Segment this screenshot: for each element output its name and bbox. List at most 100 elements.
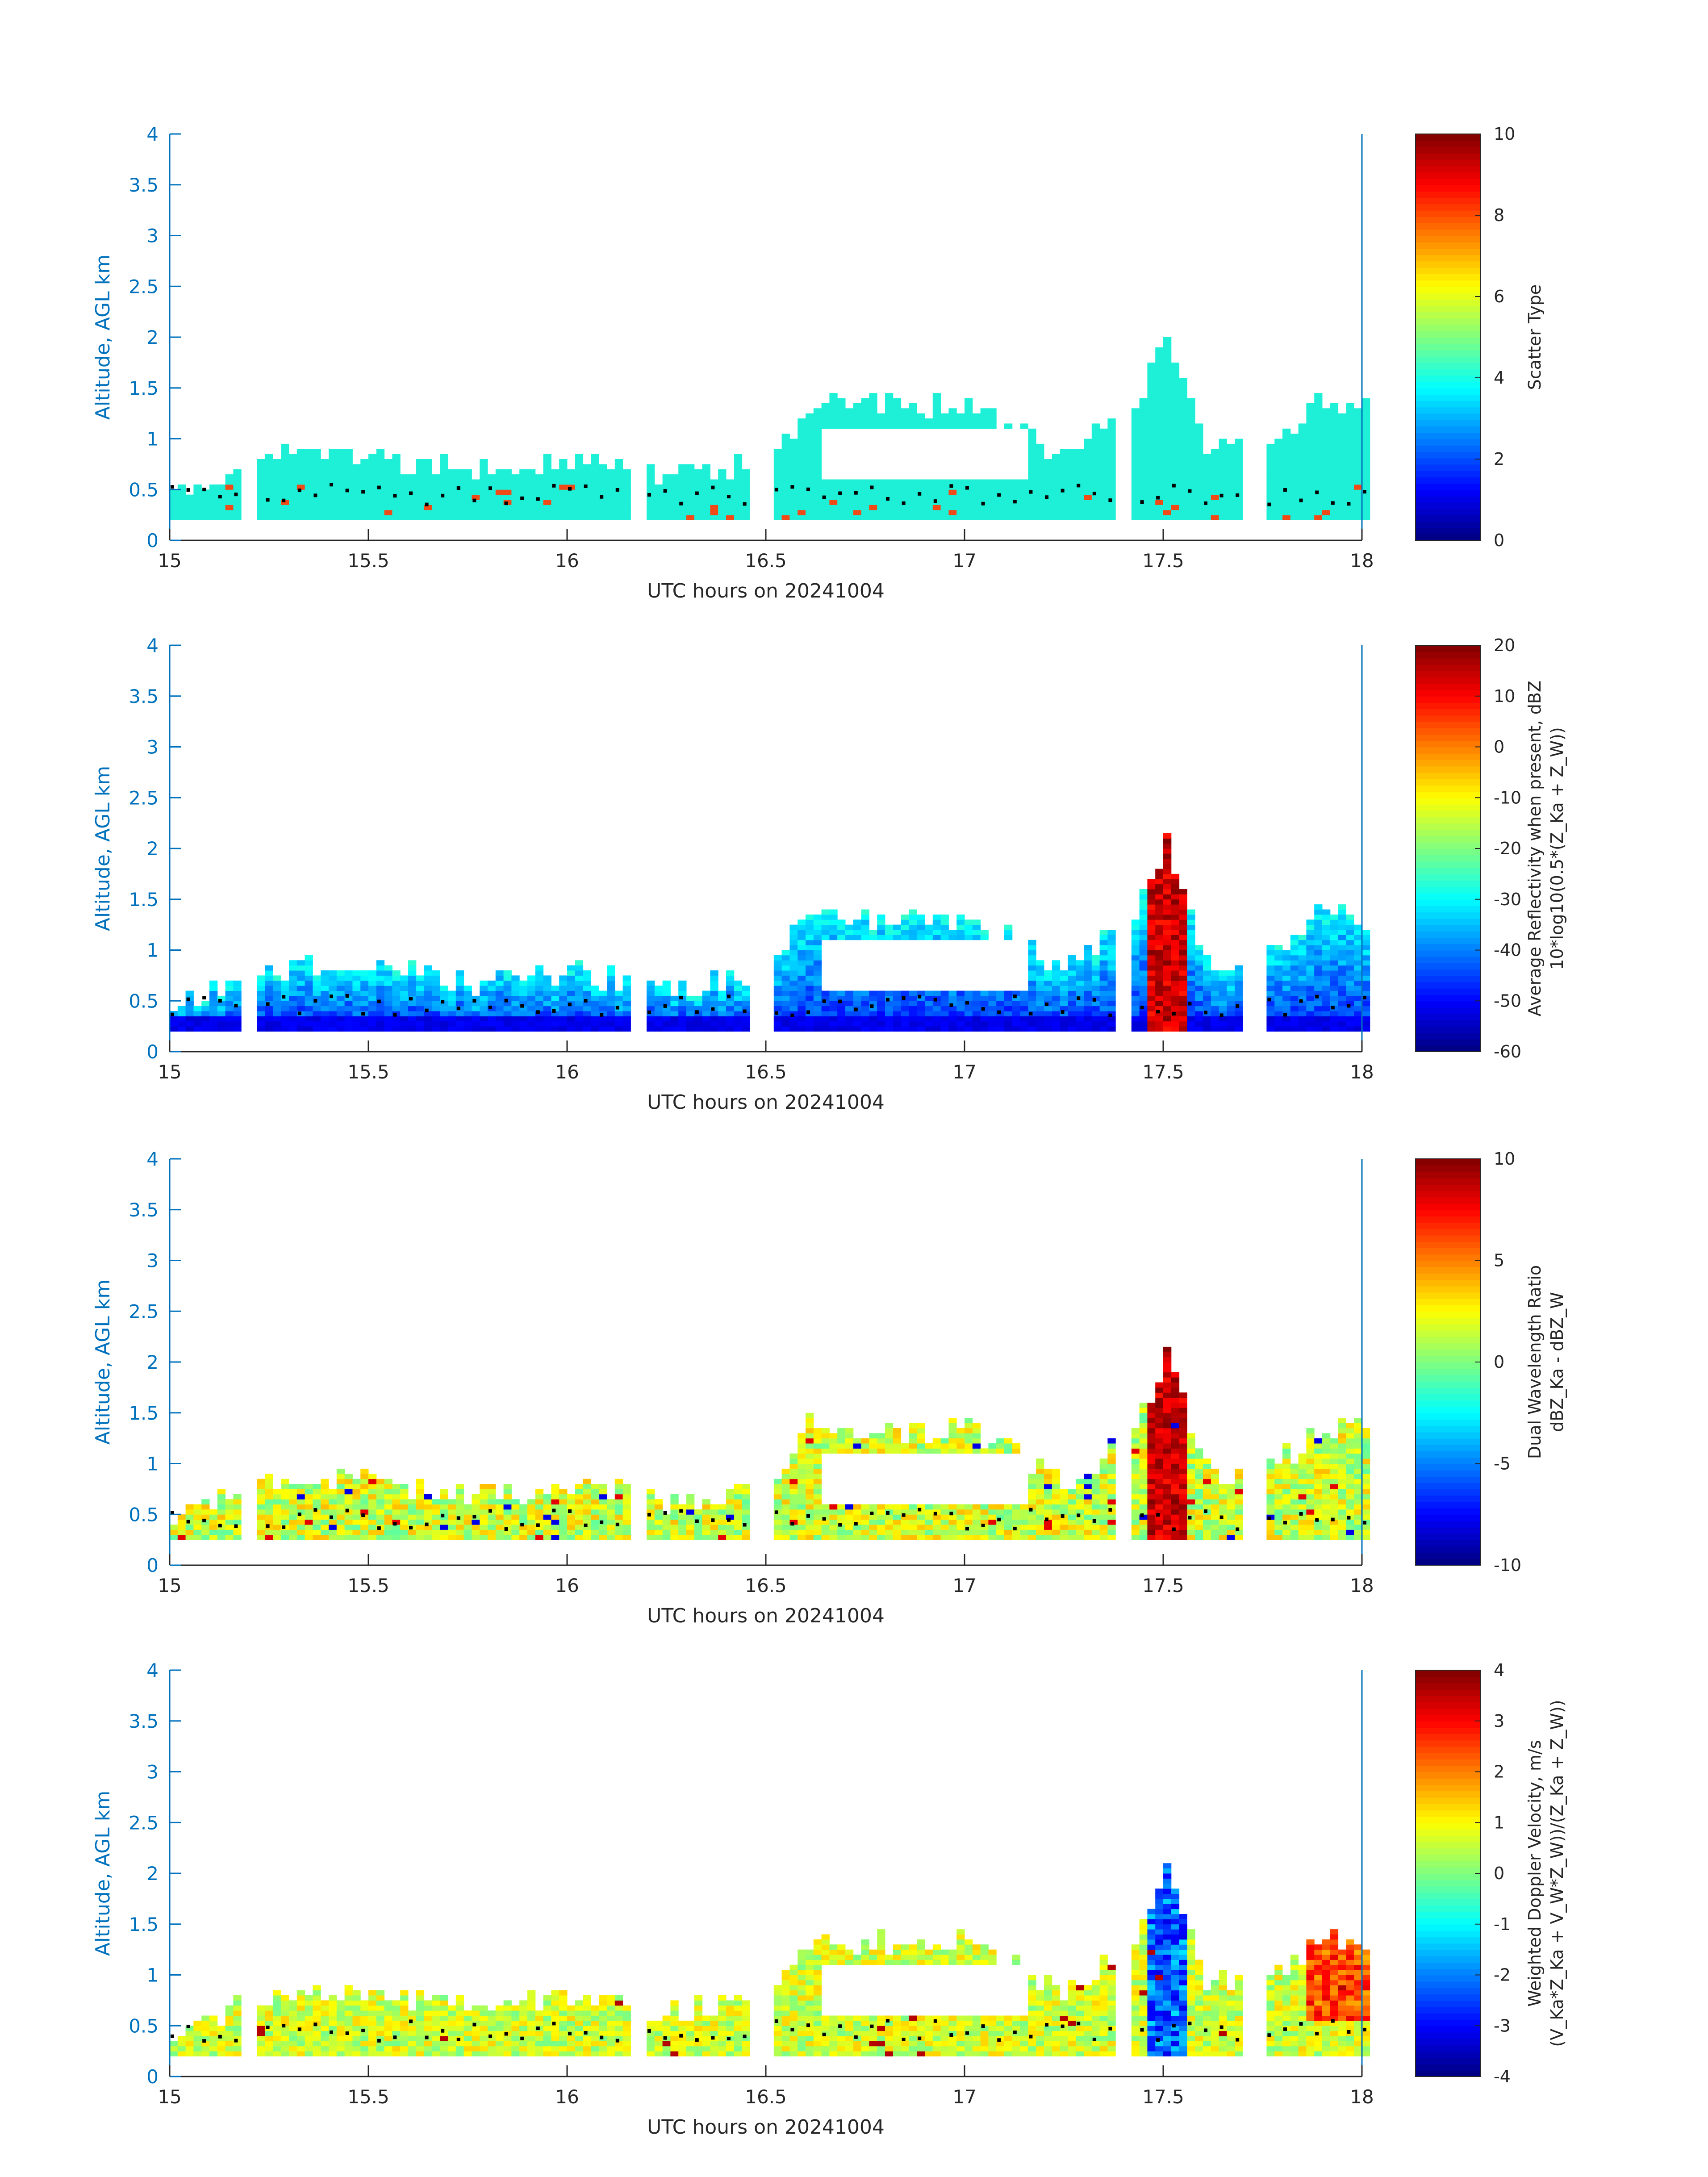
heatmap-cell: [614, 1529, 623, 1535]
heatmap-cell: [988, 990, 997, 996]
heatmap-cell: [773, 1534, 782, 1540]
heatmap-cell: [305, 980, 313, 986]
heatmap-cell: [440, 484, 448, 490]
heatmap-cell: [1052, 1026, 1061, 1032]
heatmap-cell: [1036, 484, 1044, 490]
heatmap-cell: [781, 990, 790, 996]
heatmap-cell: [837, 484, 846, 490]
heatmap-cell: [909, 924, 917, 930]
heatmap-cell: [1211, 464, 1219, 470]
cloud-base-marker: [297, 1513, 301, 1517]
cloud-base-marker: [949, 1003, 953, 1007]
heatmap-cell: [1131, 1011, 1140, 1016]
x-axis-label: UTC hours on 20241004: [647, 580, 885, 602]
heatmap-cell: [1195, 1021, 1203, 1027]
heatmap-cell: [1211, 995, 1219, 1001]
heatmap-cell: [257, 1529, 266, 1535]
heatmap-cell: [885, 413, 894, 419]
heatmap-cell: [336, 975, 345, 981]
heatmap-cell: [1203, 965, 1211, 971]
heatmap-cell: [1099, 965, 1108, 971]
heatmap-cell: [392, 1504, 401, 1510]
heatmap-cell: [1028, 980, 1036, 986]
heatmap-cell: [352, 970, 361, 976]
heatmap-cell: [1084, 965, 1092, 971]
cloud-base-marker: [456, 1007, 460, 1011]
heatmap-cell: [1131, 494, 1140, 500]
heatmap-cell: [233, 500, 242, 505]
heatmap-cell: [321, 1021, 329, 1027]
heatmap-cell: [376, 1494, 385, 1500]
heatmap-cell: [488, 1021, 496, 1027]
heatmap-cell: [694, 515, 703, 520]
heatmap-cell: [321, 494, 329, 500]
heatmap-cell: [1147, 899, 1156, 905]
heatmap-cell: [1187, 1021, 1195, 1027]
heatmap-cell: [527, 1021, 536, 1027]
heatmap-cell: [1338, 965, 1346, 971]
colorbar-segment: [1416, 658, 1480, 665]
heatmap-cell: [806, 986, 814, 991]
heatmap-cell: [1060, 980, 1068, 986]
heatmap-cell: [1266, 484, 1275, 490]
heatmap-cell: [527, 1514, 536, 1520]
heatmap-cell: [1107, 434, 1116, 439]
heatmap-cell: [201, 1514, 210, 1520]
heatmap-cell: [448, 489, 456, 495]
heatmap-cell: [384, 484, 393, 490]
heatmap-cell: [1099, 990, 1108, 996]
cloud-base-marker: [186, 997, 190, 1001]
heatmap-cell: [376, 454, 385, 460]
heatmap-cell: [647, 986, 655, 991]
heatmap-cell: [1306, 986, 1315, 991]
heatmap-cell: [1068, 449, 1076, 455]
heatmap-cell: [718, 1514, 727, 1520]
heatmap-cell: [702, 1021, 710, 1027]
colorbar-segment: [1416, 216, 1480, 224]
heatmap-cell: [170, 1529, 178, 1535]
heatmap-cell: [1314, 1021, 1323, 1027]
heatmap-cell: [583, 1026, 591, 1032]
heatmap-cell: [622, 1519, 631, 1525]
heatmap-cell: [495, 986, 504, 991]
heatmap-cell: [1187, 914, 1195, 920]
heatmap-cell: [1322, 919, 1331, 925]
cloud-base-marker: [568, 1509, 572, 1513]
heatmap-cell: [392, 1026, 401, 1032]
heatmap-cell: [400, 474, 409, 480]
heatmap-cell: [1322, 955, 1331, 961]
heatmap-cell: [400, 1016, 409, 1022]
heatmap-cell: [1346, 454, 1354, 460]
colorbar-segment: [1416, 451, 1480, 459]
heatmap-cell: [710, 1514, 718, 1520]
heatmap-cell: [869, 930, 877, 935]
heatmap-cell: [289, 500, 297, 505]
heatmap-cell: [432, 1499, 440, 1504]
heatmap-cell: [869, 413, 877, 419]
heatmap-cell: [734, 469, 743, 475]
heatmap-cell: [1044, 479, 1052, 485]
heatmap-cell: [321, 515, 329, 520]
heatmap-cell: [543, 1504, 551, 1510]
heatmap-cell: [893, 924, 902, 930]
heatmap-cell: [1147, 990, 1156, 996]
heatmap-cells-1: [170, 337, 1370, 520]
heatmap-cell: [313, 1489, 321, 1495]
heatmap-cell: [965, 1016, 973, 1022]
heatmap-cell: [1099, 935, 1108, 940]
x-axis-label: UTC hours on 20241004: [647, 1091, 885, 1114]
heatmap-cell: [1091, 970, 1100, 976]
heatmap-cell: [488, 1001, 496, 1007]
heatmap-cell: [296, 454, 305, 460]
heatmap-cell: [829, 489, 838, 495]
heatmap-cell: [193, 484, 202, 490]
heatmap-cell: [932, 930, 941, 935]
heatmap-cell: [599, 500, 607, 505]
heatmap-cell: [511, 500, 520, 505]
heatmap-cell: [329, 1026, 337, 1032]
heatmap-cell: [1028, 464, 1036, 470]
heatmap-cell: [1084, 439, 1092, 444]
heatmap-cell: [535, 489, 544, 495]
heatmap-cell: [1362, 418, 1370, 424]
heatmap-cell: [257, 1016, 266, 1022]
